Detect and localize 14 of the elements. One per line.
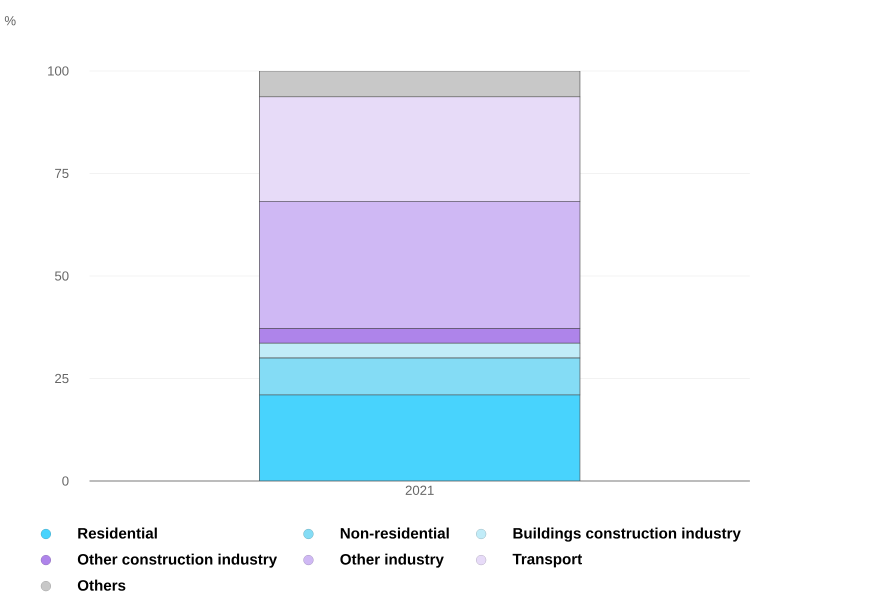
legend-label: Buildings construction industry [513,528,741,542]
y-tick-label: 50 [54,271,69,281]
legend-label: Others [78,580,126,591]
legend-label: Other industry [340,554,444,568]
legend-label: Other construction industry [78,554,278,568]
y-tick-label: 75 [55,168,69,178]
y-tick-label: 100 [48,66,69,76]
y-axis-title: % [4,16,16,26]
x-tick-label: 2021 [406,486,434,495]
y-tick-label: 0 [62,476,69,486]
legend-label: Non-residential [340,528,449,539]
legend-label: Transport [512,554,582,568]
legend-label: Residential [78,528,157,539]
y-tick-label: 25 [55,374,69,384]
